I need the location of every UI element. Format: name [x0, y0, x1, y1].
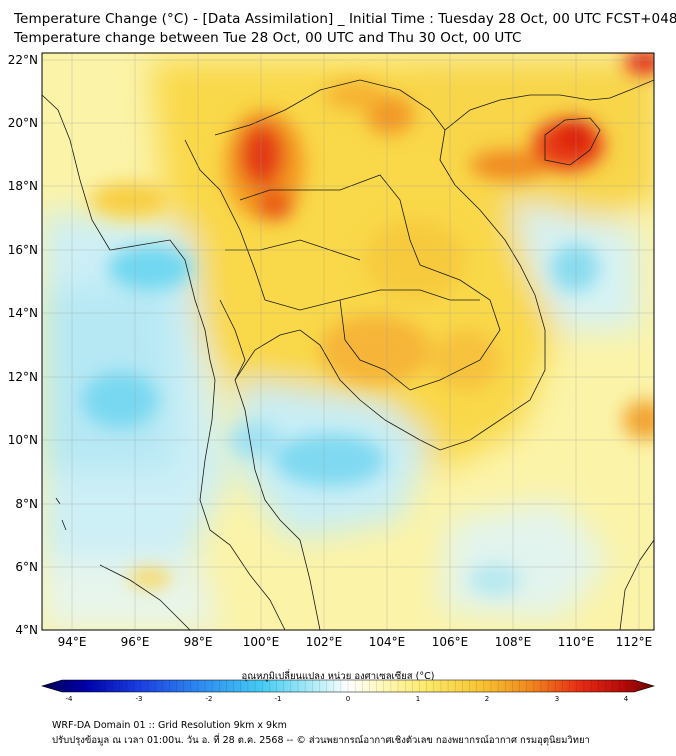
lat-label: 16°N [8, 243, 38, 257]
colorbar [40, 679, 656, 693]
lon-label: 102°E [306, 635, 343, 649]
colorbar-label: อุณหภูมิเปลี่ยนแปลง หน่วย องศาเซลเซียส (… [241, 671, 435, 682]
lon-label: 98°E [184, 635, 213, 649]
map-frame [41, 52, 655, 631]
lat-label: 14°N [8, 306, 38, 320]
colorbar-tick: -4 [66, 695, 74, 703]
lon-label: 112°E [616, 635, 653, 649]
colorbar-ticks: -4 -3 -2 -1 0 1 2 3 4 [66, 695, 629, 703]
footer-model-info: WRF-DA Domain 01 :: Grid Resolution 9km … [52, 720, 287, 731]
lat-label: 20°N [8, 116, 38, 130]
colorbar-tick: 3 [555, 695, 559, 703]
lon-label: 94°E [58, 635, 87, 649]
colorbar-tick: 4 [624, 695, 629, 703]
lon-label: 106°E [432, 635, 469, 649]
colorbar-tick: -3 [136, 695, 143, 703]
field-anomalies [82, 53, 654, 596]
lon-label: 96°E [121, 635, 150, 649]
colorbar-tick: 0 [346, 695, 350, 703]
latitude-labels: 4°N 6°N 8°N 10°N 12°N 14°N 16°N 18°N 20°… [8, 53, 38, 637]
lat-label: 12°N [8, 370, 38, 384]
lon-label: 108°E [495, 635, 532, 649]
graticule [42, 53, 654, 630]
colorbar-tick: 2 [485, 695, 489, 703]
lat-label: 18°N [8, 179, 38, 193]
map-title: Temperature Change (°C) - [Data Assimila… [14, 11, 676, 27]
lat-label: 22°N [8, 53, 38, 67]
map-subtitle: Temperature change between Tue 28 Oct, 0… [14, 30, 522, 46]
footer-credit: ปรับปรุงข้อมูล ณ เวลา 01:00น. วัน อ. ที่… [52, 735, 590, 746]
longitude-labels: 94°E 96°E 98°E 100°E 102°E 104°E 106°E 1… [58, 635, 653, 649]
lat-label: 6°N [15, 560, 38, 574]
lat-label: 10°N [8, 433, 38, 447]
colorbar-dividers [68, 680, 628, 692]
temperature-field [42, 53, 654, 630]
lon-label: 100°E [243, 635, 280, 649]
colorbar-tick: -2 [206, 695, 213, 703]
colorbar-gradient [40, 679, 656, 693]
lon-label: 110°E [558, 635, 595, 649]
lon-label: 104°E [369, 635, 406, 649]
colorbar-tick: 1 [416, 695, 420, 703]
lat-label: 4°N [15, 623, 38, 637]
colorbar-tick: -1 [275, 695, 282, 703]
lat-label: 8°N [15, 497, 38, 511]
